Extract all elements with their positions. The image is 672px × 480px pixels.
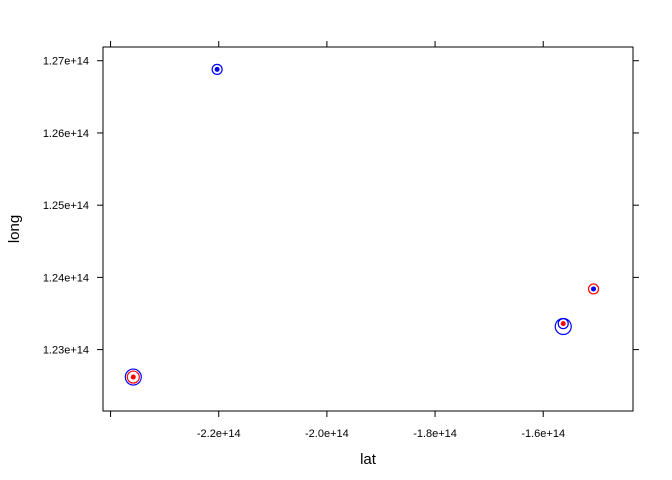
- data-point-ring: [126, 370, 140, 384]
- x-axis: -2.2e+14 -2.0e+14 -1.8e+14 -1.6e+14: [110, 41, 565, 440]
- x-tick-label: -2.0e+14: [305, 428, 349, 440]
- data-point-ring: [587, 283, 600, 295]
- y-axis: 1.23e+14 1.24e+14 1.25e+14 1.26e+14 1.27e+14: [43, 56, 639, 357]
- data-point-ring: [554, 317, 572, 336]
- data-point-center: [560, 321, 566, 327]
- y-tick-label: 1.26e+14: [43, 128, 89, 140]
- data-point-center: [214, 66, 220, 72]
- plot-panel-border: [102, 46, 634, 412]
- x-axis-title: lat: [360, 451, 377, 468]
- y-axis-title: long: [6, 215, 23, 243]
- data-point-ring: [124, 368, 142, 386]
- x-tick-label: -1.6e+14: [521, 428, 565, 440]
- y-tick-label: 1.27e+14: [43, 56, 89, 68]
- data-point-ring: [211, 63, 223, 75]
- y-tick-label: 1.24e+14: [43, 272, 89, 284]
- data-point-center: [130, 374, 136, 380]
- x-tick-label: -2.2e+14: [197, 428, 241, 440]
- data-point-ring: [557, 318, 569, 330]
- x-tick-label: -1.8e+14: [413, 428, 457, 440]
- y-tick-label: 1.23e+14: [43, 345, 89, 357]
- y-tick-label: 1.25e+14: [43, 200, 89, 212]
- data-points: [124, 63, 600, 386]
- data-point-center: [591, 286, 597, 292]
